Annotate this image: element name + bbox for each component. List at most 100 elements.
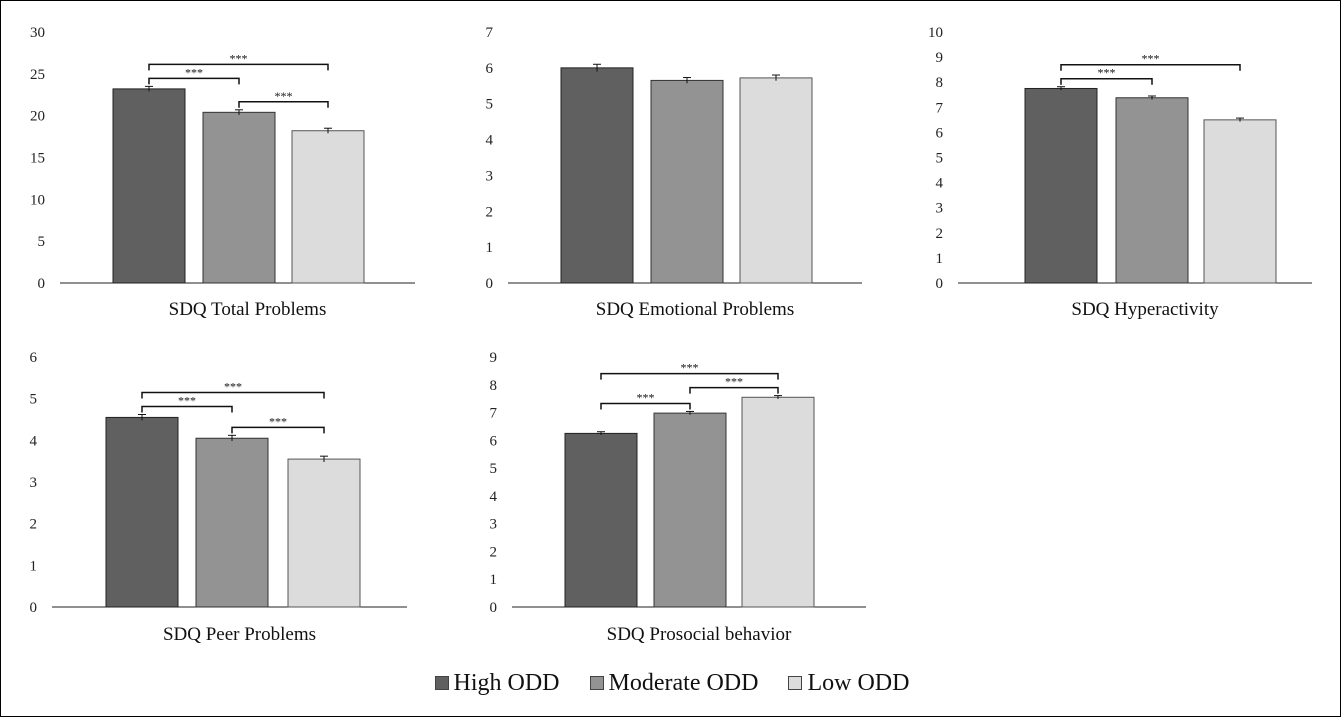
y-tick-label: 25 [30,67,45,83]
y-tick-label: 4 [936,176,944,192]
y-tick-label: 4 [486,133,494,149]
y-tick-label: 3 [936,201,944,217]
panel-1: 0 5 10 15 20 25 30 *** *** *** SDQ Total Problems [30,25,415,320]
bar [650,79,724,284]
category-label: SDQ Peer Problems [163,624,316,645]
y-tick-label: 5 [486,97,494,113]
y-tick-label: 0 [30,600,38,616]
legend-item-moderate-odd: Moderate ODD [589,669,759,697]
y-tick-label: 2 [490,544,498,560]
y-tick-label: 3 [486,168,494,184]
y-tick-label: 0 [490,600,498,616]
significance-bracket [600,372,779,380]
y-tick-label: 6 [486,61,494,77]
y-tick-label: 2 [486,204,494,220]
significance-bracket [231,426,325,434]
legend-label-low-odd: Low ODD [807,669,910,696]
y-tick-label: 15 [30,151,45,167]
significance-label: *** [637,390,655,404]
significance-bracket [689,386,779,394]
bar [291,130,365,284]
bar [1024,87,1098,284]
significance-bracket [1060,63,1241,71]
bar [105,416,179,608]
y-tick-label: 0 [38,276,46,292]
category-label: SDQ Prosocial behavior [607,624,792,645]
y-tick-label: 0 [936,276,944,292]
significance-bracket [238,101,329,108]
significance-bracket [148,63,329,71]
y-tick-label: 8 [490,378,498,394]
significance-label: *** [224,380,242,394]
y-tick-label: 20 [30,109,45,125]
bar [564,432,638,608]
y-tick-label: 3 [30,475,38,491]
category-label: SDQ Emotional Problems [596,299,794,320]
y-tick-label: 5 [936,151,944,167]
panel-5: 0 1 2 3 4 5 6 7 8 9 *** *** *** SDQ Prosocial behavio… [490,350,866,645]
bar [739,77,813,284]
bar [1115,97,1189,284]
y-tick-label: 7 [936,100,944,116]
bar [202,111,276,284]
category-label: SDQ Hyperactivity [1071,299,1219,320]
significance-label: *** [185,65,203,79]
legend-item-high-odd: High ODD [434,669,560,697]
bar [1203,119,1277,284]
panel-3: 0 1 2 3 4 5 6 7 8 9 10 *** *** SDQ Hyperactivity [928,25,1312,320]
significance-bracket [141,405,233,413]
y-tick-label: 1 [30,558,38,574]
significance-bracket [141,391,325,399]
y-tick-label: 9 [490,350,498,366]
y-tick-label: 7 [486,25,494,41]
legend-label-high-odd: High ODD [453,669,560,696]
y-tick-label: 1 [936,251,944,267]
y-tick-label: 6 [30,350,38,366]
y-tick-label: 0 [486,276,494,292]
bar [653,412,727,608]
significance-label: *** [269,414,287,428]
significance-bracket [600,402,691,410]
bar [741,396,815,608]
y-tick-label: 4 [490,489,498,505]
y-tick-label: 4 [30,433,38,449]
significance-label: *** [1098,66,1116,80]
y-tick-label: 8 [936,75,944,91]
significance-label: *** [1142,52,1160,66]
y-tick-label: 6 [490,433,498,449]
y-tick-label: 10 [30,192,45,208]
y-tick-label: 1 [490,572,498,588]
significance-bracket [148,77,240,85]
significance-label: *** [275,89,293,103]
category-label: SDQ Total Problems [169,299,327,320]
legend-swatch-moderate-odd [589,676,604,690]
y-tick-label: 2 [30,517,38,533]
significance-label: *** [178,394,196,408]
legend-label-moderate-odd: Moderate ODD [608,669,759,696]
y-tick-label: 5 [30,392,38,408]
y-tick-label: 7 [490,406,498,422]
y-tick-label: 3 [490,517,498,533]
bar [560,67,634,284]
y-tick-label: 9 [936,50,944,66]
legend-swatch-low-odd [788,676,803,690]
y-tick-label: 6 [936,125,944,141]
y-tick-label: 5 [490,461,498,477]
legend: High ODD Moderate ODD Low ODD [0,665,1344,701]
y-tick-label: 2 [936,226,944,242]
y-tick-label: 1 [486,240,494,256]
bar [112,88,186,284]
significance-label: *** [681,361,699,375]
bar [195,437,269,608]
panel-4: 0 1 2 3 4 5 6 *** *** *** SDQ Peer Problems [30,350,407,645]
significance-bracket [1060,77,1153,85]
bar [287,458,361,608]
significance-label: *** [230,51,248,65]
y-tick-label: 10 [928,25,943,41]
y-tick-label: 5 [38,234,46,250]
y-tick-label: 30 [30,25,45,41]
legend-item-low-odd: Low ODD [788,670,909,697]
legend-swatch-high-odd [434,676,449,690]
